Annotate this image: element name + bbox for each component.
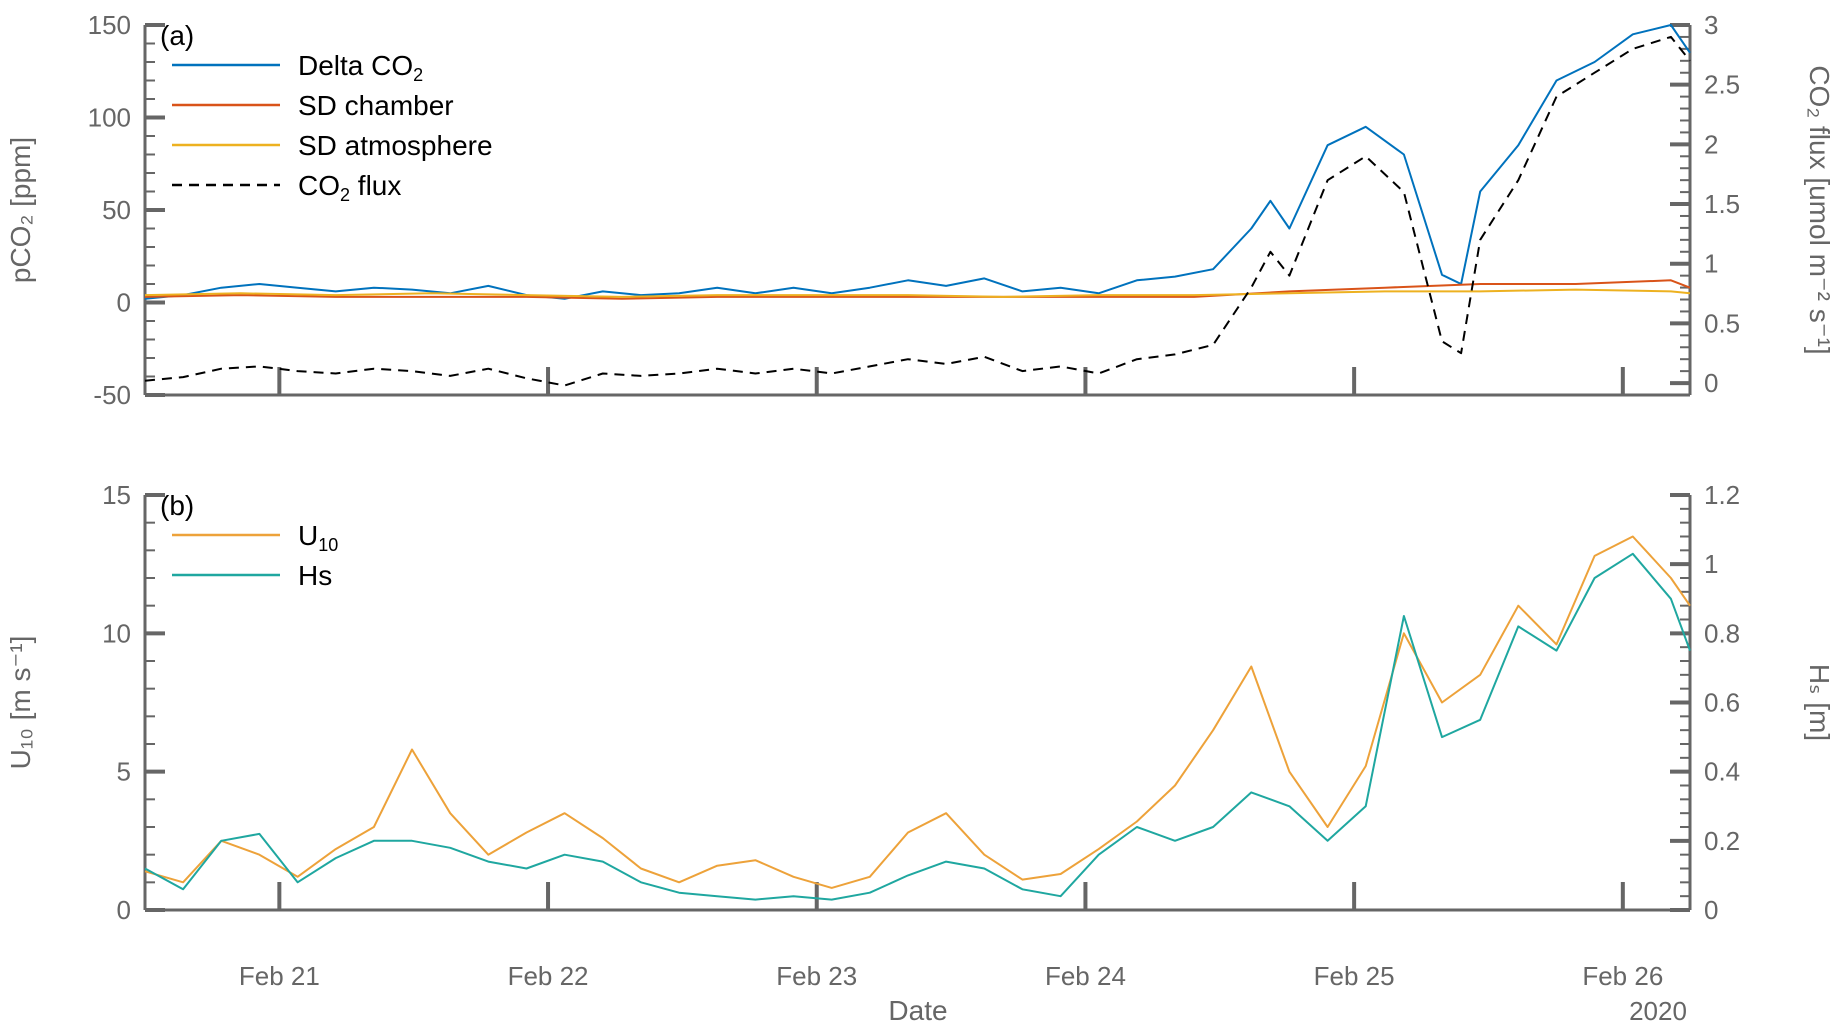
year-label: 2020	[1629, 996, 1687, 1026]
y-tick-label-left: -50	[93, 380, 131, 410]
legend-entry-main: Hs	[298, 560, 332, 591]
panel-a: 150 100 50 0 -50 3 2.5 2 1.5 1 0.5 0 pCO₂ [ppm] CO₂ f…	[5, 10, 1835, 410]
y-tick-label-right: 0	[1704, 368, 1718, 398]
legend-entry: Delta CO2	[298, 50, 423, 85]
y-tick-label-right: 1.2	[1704, 480, 1740, 510]
y-tick-label-left: 10	[102, 618, 131, 648]
y-axis-title-left: pCO₂ [ppm]	[5, 137, 36, 283]
legend-entry: Hs	[298, 560, 332, 591]
y-tick-label-right: 0.6	[1704, 688, 1740, 718]
legend-entry-sub: 2	[340, 185, 350, 205]
y-tick-label-right: 1	[1704, 549, 1718, 579]
legend-entry: U10	[298, 520, 338, 555]
legend-entry-sub: 2	[413, 65, 423, 85]
x-tick-label: Feb 21	[239, 961, 320, 991]
x-tick-label: Feb 26	[1582, 961, 1663, 991]
x-axis-title: Date	[888, 995, 947, 1026]
legend-entry-main: SD atmosphere	[298, 130, 493, 161]
legend-entry-main: Delta CO	[298, 50, 413, 81]
y-tick-label-right: 0.8	[1704, 618, 1740, 648]
x-tick-label: Feb 25	[1314, 961, 1395, 991]
y-tick-label-left: 0	[117, 895, 131, 925]
y-tick-label-right: 2.5	[1704, 70, 1740, 100]
y-tick-label-right: 0.4	[1704, 757, 1740, 787]
y-axis-title-right: CO₂ flux [umol m⁻² s⁻¹]	[1804, 65, 1835, 354]
legend-entry-main: SD chamber	[298, 90, 454, 121]
y-tick-label-right: 1.5	[1704, 189, 1740, 219]
y-tick-label-right: 0	[1704, 895, 1718, 925]
x-tick-label: Feb 24	[1045, 961, 1126, 991]
y-axis-title-left: U₁₀ [m s⁻¹]	[5, 636, 36, 770]
series-line-0	[144, 535, 1691, 889]
legend-entry-sub: 10	[318, 535, 338, 555]
y-tick-label-left: 5	[117, 757, 131, 787]
legend-entry: SD chamber	[298, 90, 454, 121]
y-tick-label-right: 0.2	[1704, 826, 1740, 856]
x-axis-labels: Feb 21 Feb 22 Feb 23 Feb 24 Feb 25 Feb 26	[239, 961, 1663, 991]
y-tick-label-left: 50	[102, 195, 131, 225]
x-tick-label: Feb 23	[776, 961, 857, 991]
y-tick-label-left: 15	[102, 480, 131, 510]
series-line-3	[144, 35, 1691, 387]
panel-b: 15 10 5 0 1.2 1 0.8 0.6 0.4 0.2 0 U₁₀ [m s⁻¹] Hₛ [m]…	[5, 480, 1835, 925]
series-line-2	[144, 288, 1691, 298]
legend-entry-suffix: flux	[350, 170, 401, 201]
series-line-0	[144, 24, 1691, 300]
y-tick-label-right: 3	[1704, 10, 1718, 40]
y-tick-label-right: 1	[1704, 249, 1718, 279]
panel-label: (a)	[160, 20, 194, 51]
y-tick-label-right: 2	[1704, 129, 1718, 159]
legend-entry: CO2 flux	[298, 170, 401, 205]
y-tick-label-right: 0.5	[1704, 308, 1740, 338]
legend-entry-main: U	[298, 520, 318, 551]
y-axis-title-right: Hₛ [m]	[1804, 664, 1835, 741]
x-tick-label: Feb 22	[508, 961, 589, 991]
legend-entry: SD atmosphere	[298, 130, 493, 161]
legend-entry-main: CO	[298, 170, 340, 201]
series-line-1	[144, 552, 1691, 901]
panel-label: (b)	[160, 490, 194, 521]
y-tick-label-left: 100	[88, 103, 131, 133]
y-tick-label-left: 150	[88, 10, 131, 40]
y-tick-label-left: 0	[117, 288, 131, 318]
